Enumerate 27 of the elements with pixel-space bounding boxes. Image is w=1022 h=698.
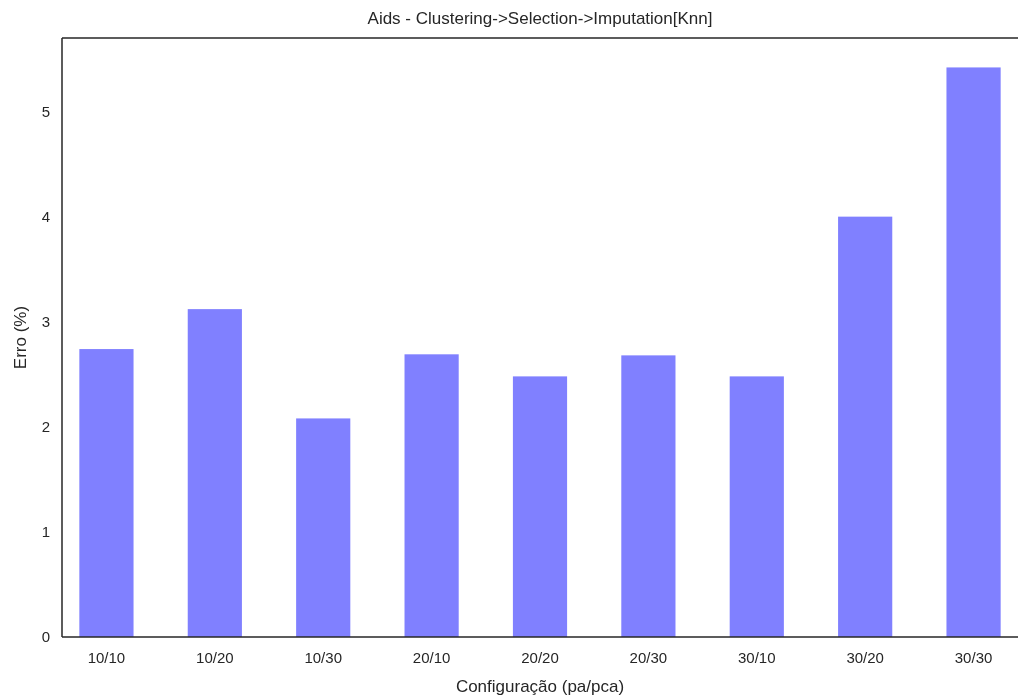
y-tick-label: 3 <box>41 312 50 330</box>
x-tick-label: 30/10 <box>738 649 776 666</box>
bar <box>187 309 242 637</box>
y-axis-title: Erro (%) <box>11 305 30 370</box>
x-tick-label: 20/30 <box>629 649 668 666</box>
bar <box>79 349 134 637</box>
x-tick-label: 30/20 <box>846 649 884 666</box>
x-tick-label: 20/10 <box>412 649 451 666</box>
x-tick-label: 30/30 <box>954 649 993 666</box>
bar <box>946 67 1001 637</box>
x-axis-title: Configuração (pa/pca) <box>455 677 625 696</box>
bar <box>621 355 676 637</box>
bar <box>512 376 568 637</box>
x-tick-label: 10/20 <box>196 649 234 666</box>
y-tick-label: 5 <box>41 102 50 120</box>
bar <box>404 354 459 637</box>
x-tick-label: 20/20 <box>521 649 559 666</box>
bar <box>296 418 351 637</box>
y-tick-label: 0 <box>41 628 50 646</box>
y-tick-label: 4 <box>41 207 50 225</box>
bar <box>729 376 784 637</box>
y-tick-label: 1 <box>41 523 50 541</box>
y-tick-label: 2 <box>41 418 50 436</box>
x-tick-label: 10/10 <box>87 649 126 666</box>
bar <box>838 216 893 637</box>
chart-title: Aids - Clustering->Selection->Imputation[Knn] <box>367 9 713 28</box>
x-tick-label: 10/30 <box>304 649 342 666</box>
